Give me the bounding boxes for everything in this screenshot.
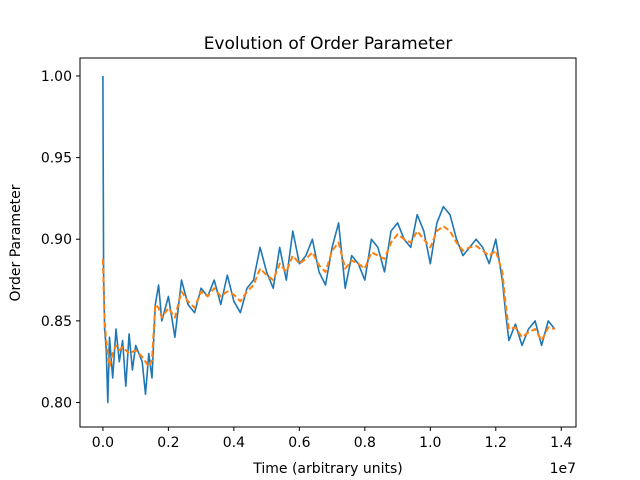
x-tick-label: 0.2 bbox=[157, 435, 179, 451]
x-offset-label: 1e7 bbox=[550, 461, 576, 477]
plot-background bbox=[80, 58, 576, 427]
y-tick-label: 0.95 bbox=[41, 151, 72, 167]
y-axis-label: Order Parameter bbox=[8, 184, 24, 301]
x-tick-label: 1.0 bbox=[419, 435, 441, 451]
x-axis-label: Time (arbitrary units) bbox=[252, 461, 402, 477]
x-tick-label: 0.4 bbox=[223, 435, 245, 451]
series-layer bbox=[101, 75, 556, 404]
plot-frame bbox=[79, 57, 577, 428]
series-line-raw bbox=[102, 75, 556, 404]
y-tick-label: 0.80 bbox=[41, 396, 72, 412]
x-tick-label: 0.8 bbox=[354, 435, 376, 451]
x-tick-label: 1.4 bbox=[550, 435, 572, 451]
series-line-smoothed bbox=[101, 225, 555, 368]
y-tick-label: 1.00 bbox=[41, 69, 72, 85]
y-tick-label: 0.85 bbox=[41, 314, 72, 330]
x-tick-label: 0.0 bbox=[92, 435, 114, 451]
x-tick-label: 1.2 bbox=[485, 435, 507, 451]
x-axis: 0.0 0.2 0.4 0.6 0.8 1.0 1.2 1.4 bbox=[92, 427, 572, 451]
y-axis: 0.80 0.85 0.90 0.95 1.00 bbox=[41, 69, 80, 412]
y-tick-label: 0.90 bbox=[41, 232, 72, 248]
x-tick-label: 0.6 bbox=[288, 435, 310, 451]
chart-title: Evolution of Order Parameter bbox=[204, 34, 453, 54]
